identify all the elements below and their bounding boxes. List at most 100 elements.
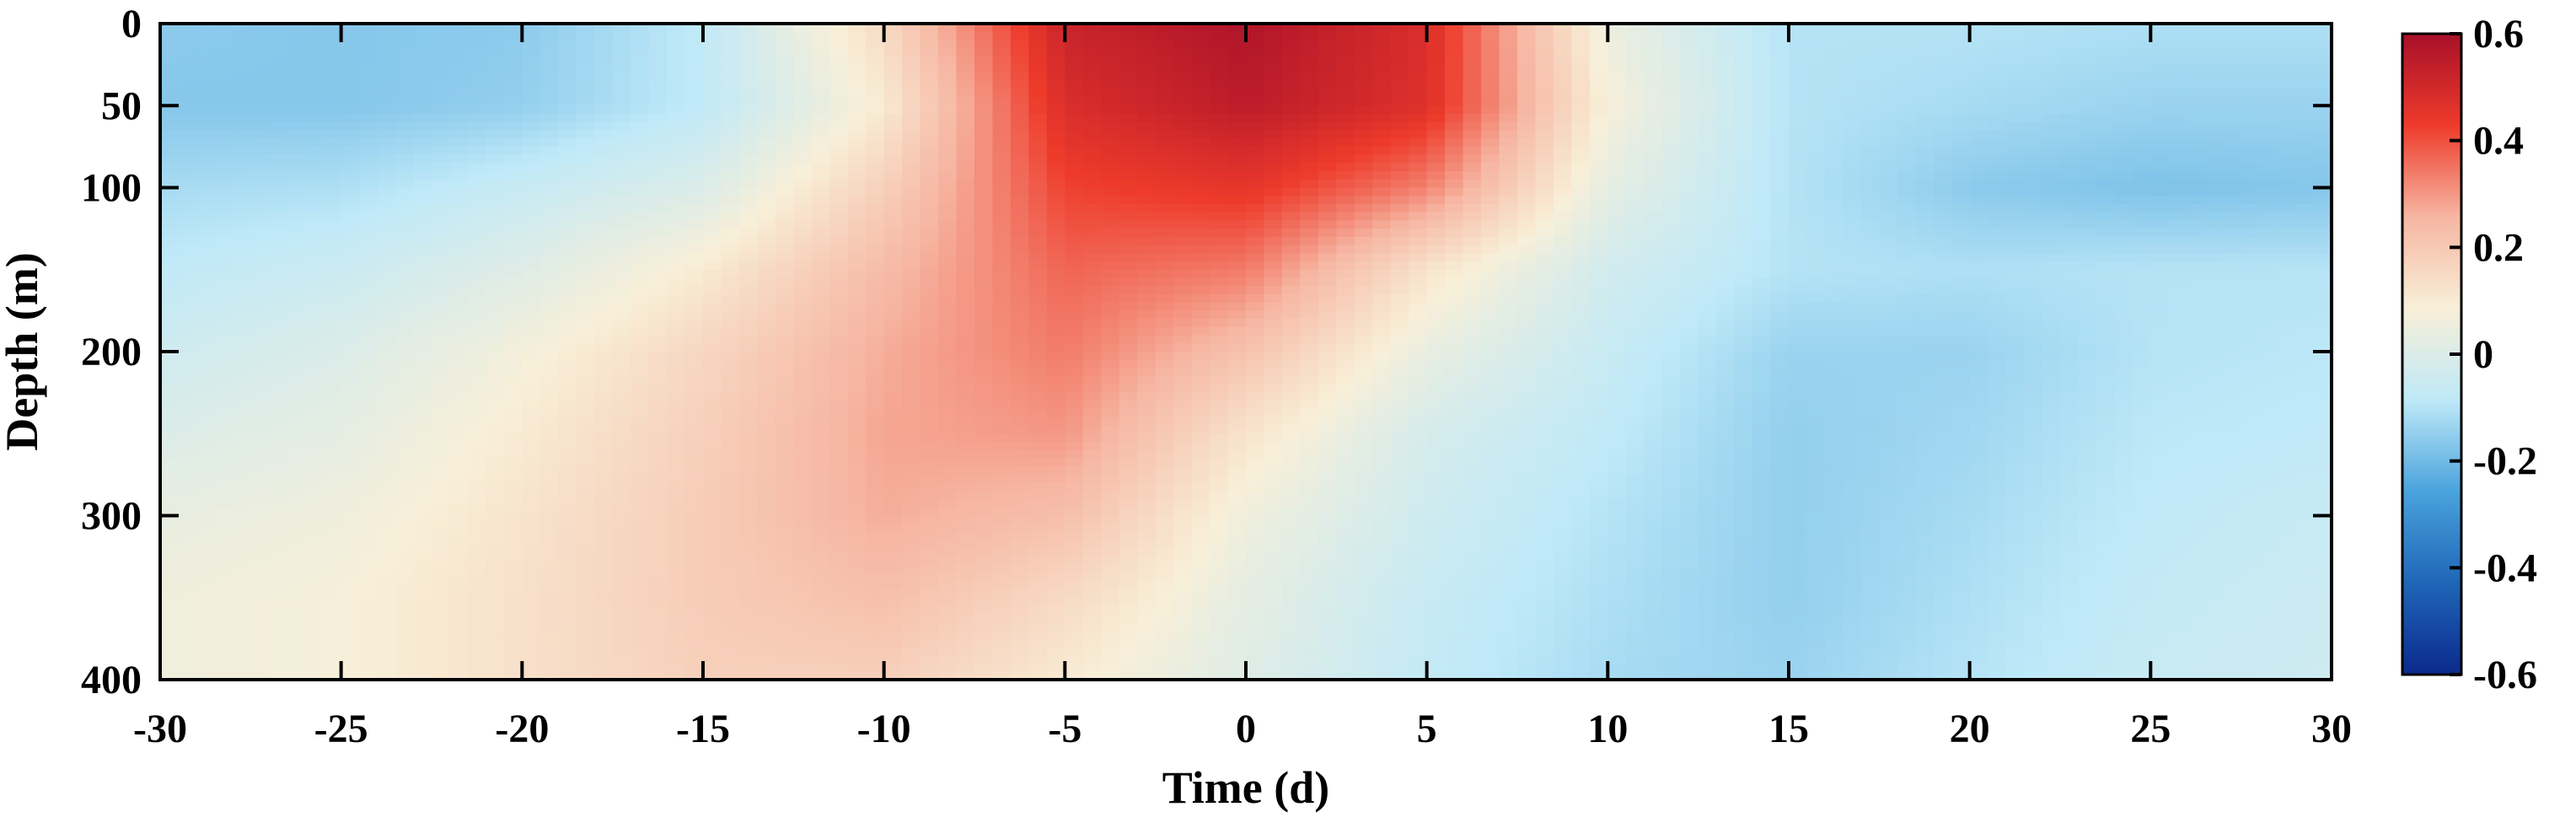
heatmap-cell (1806, 253, 1826, 262)
heatmap-cell (2168, 293, 2188, 304)
heatmap-cell (1426, 236, 1446, 246)
heatmap-cell (558, 73, 577, 82)
heatmap-cell (232, 343, 252, 352)
heatmap-cell (576, 229, 595, 238)
heatmap-cell (920, 113, 939, 123)
heatmap-cell (232, 245, 252, 255)
heatmap-cell (2042, 31, 2061, 41)
heatmap-cell (1354, 359, 1374, 369)
heatmap-cell (1046, 56, 1066, 66)
heatmap-cell (395, 359, 415, 369)
heatmap-cell (2259, 64, 2278, 74)
heatmap-cell (160, 269, 180, 279)
heatmap-cell (2241, 302, 2260, 312)
heatmap-cell (1481, 89, 1500, 99)
heatmap-cell (467, 196, 487, 205)
heatmap-cell (377, 97, 396, 107)
heatmap-cell (738, 31, 759, 41)
heatmap-cell (287, 146, 306, 156)
heatmap-cell (160, 89, 180, 99)
heatmap-cell (1915, 89, 1935, 99)
heatmap-cell (432, 203, 451, 213)
heatmap-cell (1915, 64, 1935, 74)
heatmap-cell (1082, 81, 1103, 90)
heatmap-cell (1281, 310, 1301, 320)
heatmap-cell (684, 286, 704, 295)
heatmap-cell (178, 146, 197, 156)
heatmap-cell (1246, 229, 1265, 238)
heatmap-cell (232, 319, 252, 328)
heatmap-cell (1644, 196, 1663, 205)
heatmap-cell (1517, 319, 1537, 328)
heatmap-cell (1462, 352, 1482, 361)
heatmap-cell (214, 97, 233, 107)
heatmap-cell (539, 154, 560, 164)
heatmap-cell (2241, 277, 2260, 288)
heatmap-cell (738, 261, 759, 271)
heatmap-cell (1300, 24, 1319, 33)
heatmap-cell (866, 335, 885, 345)
heatmap-cell (196, 130, 216, 139)
heatmap-cell (395, 105, 415, 115)
heatmap-cell (1661, 121, 1681, 132)
heatmap-cell (1445, 261, 1464, 271)
heatmap-cell (1644, 89, 1663, 99)
heatmap-cell (250, 81, 270, 90)
heatmap-cell (594, 253, 614, 262)
heatmap-cell (449, 319, 469, 328)
heatmap-cell (1843, 293, 1862, 304)
heatmap-cell (2168, 146, 2188, 156)
heatmap-cell (1426, 293, 1446, 304)
heatmap-cell (1752, 81, 1772, 90)
heatmap-cell (721, 89, 740, 99)
heatmap-cell (1789, 277, 1808, 288)
heatmap-cell (323, 24, 342, 33)
heatmap-cell (1409, 326, 1428, 336)
heatmap-cell (1915, 261, 1935, 271)
heatmap-cell (539, 97, 560, 107)
heatmap-cell (721, 310, 740, 320)
heatmap-cell (2241, 179, 2260, 189)
heatmap-cell (1010, 105, 1030, 115)
heatmap-cell (1372, 343, 1392, 352)
heatmap-cell (359, 203, 378, 213)
heatmap-cell (395, 203, 415, 213)
heatmap-cell (1390, 146, 1409, 156)
heatmap-cell (1281, 81, 1301, 90)
heatmap-cell (902, 163, 921, 172)
heatmap-cell (2078, 277, 2097, 288)
heatmap-cell (1571, 48, 1591, 57)
heatmap-cell (667, 130, 686, 139)
heatmap-cell (1625, 293, 1645, 304)
heatmap-cell (1227, 97, 1247, 107)
heatmap-cell (522, 138, 541, 148)
heatmap-cell (2132, 105, 2152, 115)
heatmap-cell (974, 203, 994, 213)
heatmap-cell (377, 81, 396, 90)
heatmap-cell (1390, 293, 1409, 304)
heatmap-cell (1517, 130, 1537, 139)
heatmap-cell (1789, 113, 1808, 123)
heatmap-cell (196, 40, 216, 49)
heatmap-cell (1409, 64, 1428, 74)
heatmap-cell (757, 163, 776, 172)
heatmap-cell (2241, 31, 2260, 41)
heatmap-cell (1860, 196, 1881, 205)
heatmap-cell (829, 286, 849, 295)
heatmap-cell (612, 293, 631, 304)
heatmap-cell (395, 40, 415, 49)
heatmap-cell (1210, 64, 1229, 74)
heatmap-cell (1137, 245, 1157, 255)
heatmap-cell (902, 293, 921, 304)
heatmap-cell (1082, 48, 1103, 57)
heatmap-cell (304, 89, 324, 99)
heatmap-cell (1824, 310, 1844, 320)
heatmap-cell (413, 187, 432, 197)
heatmap-cell (1933, 163, 1952, 172)
heatmap-cell (1789, 138, 1808, 148)
heatmap-cell (793, 130, 813, 139)
heatmap-cell (631, 31, 650, 41)
heatmap-cell (2132, 253, 2152, 262)
heatmap-cell (1372, 146, 1392, 156)
heatmap-cell (1517, 269, 1537, 279)
